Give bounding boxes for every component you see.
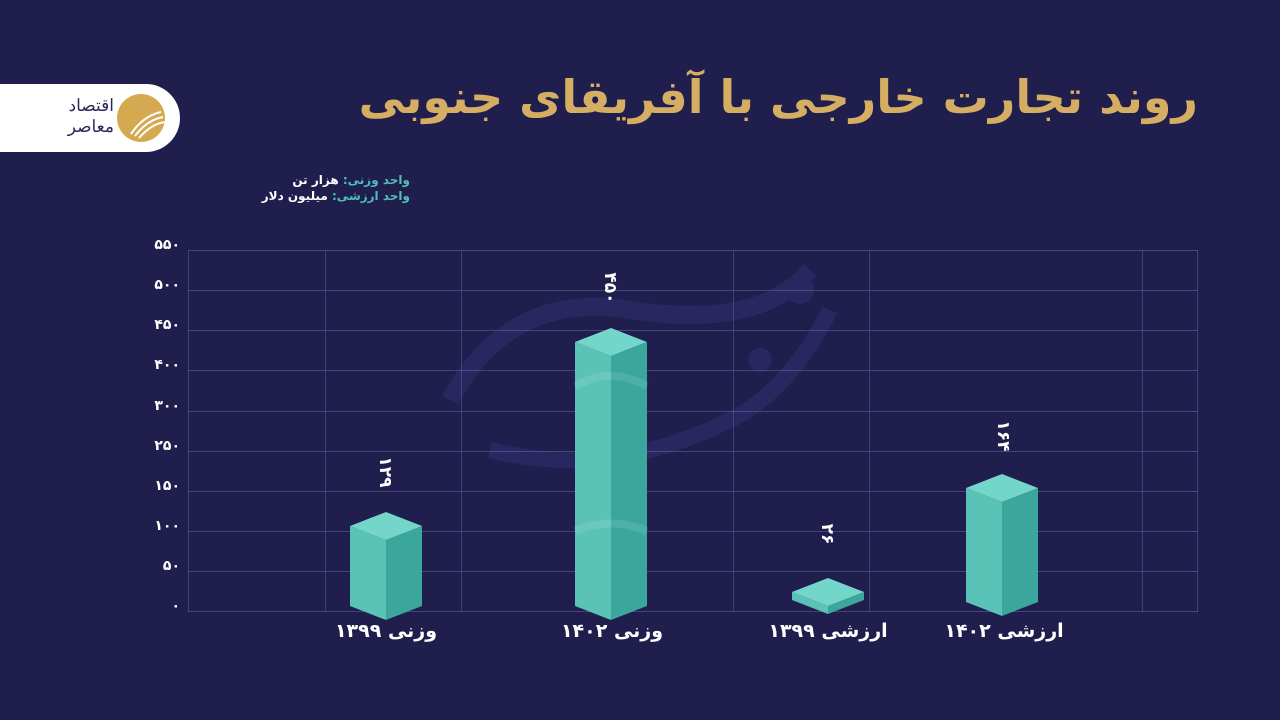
bar-weight-1402 xyxy=(573,328,649,620)
bar-value-label: ۴۵۰ xyxy=(600,272,620,304)
brand-logo: اقتصاد معاصر xyxy=(0,84,180,152)
y-tick: ۵۵۰ xyxy=(154,237,180,253)
bar-weight-1399 xyxy=(350,512,422,620)
y-tick: ۵۰۰ xyxy=(154,277,180,293)
weight-unit: واحد وزنی: هزار تن xyxy=(292,173,410,187)
page-title: روند تجارت خارجی با آفریقای جنوبی xyxy=(358,70,1199,124)
bar-value-label: ۱۲۹ xyxy=(375,456,395,488)
chart-plot-area xyxy=(188,250,1198,612)
bar-value-1399 xyxy=(792,578,864,614)
y-tick: ۱۵۰ xyxy=(154,478,180,494)
category-label: ارزشی ۱۳۹۹ xyxy=(768,620,888,642)
units-legend: واحد وزنی: هزار تن واحد ارزشی: میلیون دل… xyxy=(262,172,410,204)
value-unit: واحد ارزشی: میلیون دلار xyxy=(261,189,410,203)
bar-value-label: ۲۶ xyxy=(817,523,837,545)
y-tick: ۱۰۰ xyxy=(154,518,180,534)
category-label: وزنی ۱۳۹۹ xyxy=(334,620,438,642)
y-tick: ۵۰ xyxy=(162,558,180,574)
y-tick: ۴۵۰ xyxy=(154,317,180,333)
category-label: وزنی ۱۴۰۲ xyxy=(560,620,664,642)
y-tick: ۳۰۰ xyxy=(154,398,180,414)
y-tick: ۴۰۰ xyxy=(154,357,180,373)
watermark-logo xyxy=(442,264,838,468)
category-label: ارزشی ۱۴۰۲ xyxy=(944,620,1064,642)
y-tick: ۰ xyxy=(171,598,180,614)
logo-emblem-icon xyxy=(117,94,165,142)
bar-value-1402 xyxy=(966,474,1038,616)
bar-value-label: ۱۶۴ xyxy=(993,420,1013,452)
y-tick: ۲۵۰ xyxy=(154,438,180,454)
logo-text: اقتصاد معاصر xyxy=(67,96,114,137)
